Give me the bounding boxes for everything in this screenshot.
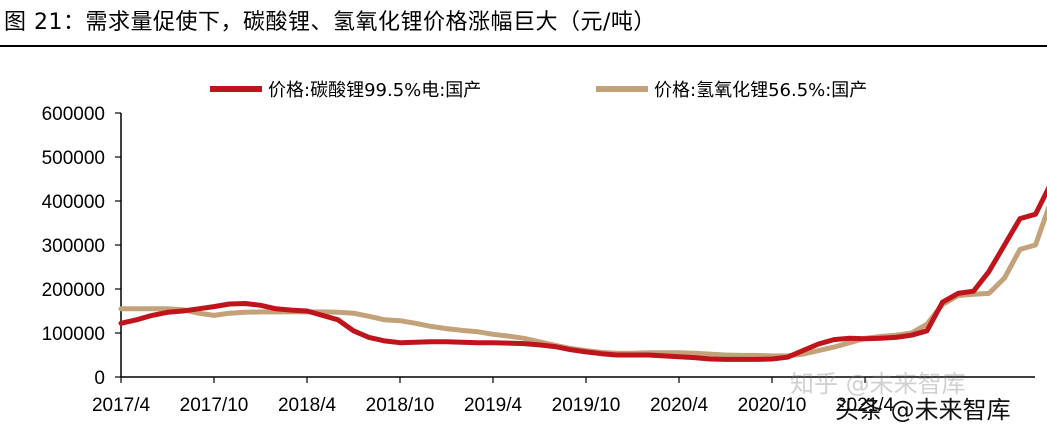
legend-label-lithium-carbonate: 价格:碳酸锂99.5%电:国产 [268,80,481,101]
y-axis: 600000 500000 400000 300000 200000 100000 0 [42,104,122,389]
y-tick-label: 400000 [42,192,105,213]
series-line-lithium-carbonate [118,185,1047,362]
y-tick-label: 200000 [42,280,105,301]
x-tick-label-2017-4: 2017/4 [92,395,151,416]
watermark-zhihu: 知乎 @未来智库 [790,370,966,398]
series-lines [118,185,1047,362]
y-tick-label: 600000 [42,104,105,125]
x-tick-label-2020-4: 2020/4 [650,395,709,416]
series-line-lithium-hydroxide [118,204,1047,359]
legend: 价格:碳酸锂99.5%电:国产 价格:氢氧化锂56.5%:国产 [210,80,867,101]
x-tick-label-2018-4: 2018/4 [278,395,337,416]
x-tick-label-2017-10: 2017/10 [180,395,249,416]
x-axis: 2017/4 2017/10 2018/4 2018/10 2019/4 2019/10 2… [92,376,1035,416]
figure-title: 图 21：需求量促使下，碳酸锂、氢氧化锂价格涨幅巨大（元/吨） [4,10,656,35]
y-tick-label: 500000 [42,148,105,169]
title-divider [0,45,1047,47]
x-tick-label-2020-10: 2020/10 [738,395,807,416]
y-tick-label: 100000 [42,324,105,345]
y-tick-label: 0 [94,368,105,389]
watermark-toutiao: 头条 @未来智库 [835,396,1011,424]
legend-label-lithium-hydroxide: 价格:氢氧化锂56.5%:国产 [654,80,867,101]
y-tick-label: 300000 [42,236,105,257]
x-tick-label-2021-4: 2021/4 [836,395,895,416]
x-tick-label-2018-10: 2018/10 [366,395,435,416]
x-tick-label-2019-4: 2019/4 [464,395,523,416]
x-tick-label-2019-10: 2019/10 [552,395,621,416]
